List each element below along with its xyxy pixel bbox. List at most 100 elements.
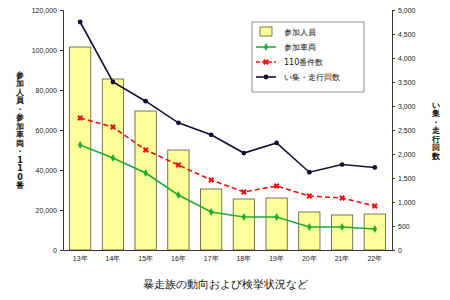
tick-label: 18年: [236, 255, 251, 262]
marker: [242, 213, 247, 221]
tick-label: 80,000: [36, 87, 58, 94]
tick: 5,000: [392, 7, 416, 14]
legend-item: 参加車両: [256, 43, 316, 52]
tick-label: 14年: [106, 255, 121, 262]
marker: [370, 202, 379, 211]
tick-label: 5,000: [398, 7, 416, 14]
axis-line: [60, 11, 64, 251]
tick: 13年: [73, 255, 88, 262]
tick-mark: [392, 82, 395, 83]
tick: 19年: [269, 255, 284, 262]
tick-mark: [392, 10, 395, 11]
chart-title: 暴走族の動向および検挙状況など: [143, 278, 308, 291]
tick: 14年: [106, 255, 121, 262]
tick-label: 20,000: [36, 207, 58, 214]
tick-label: 500: [398, 223, 410, 230]
tick: 60,000: [36, 127, 63, 134]
marker: [111, 154, 116, 162]
marker: [239, 188, 248, 197]
bar: [331, 215, 352, 250]
tick-mark: [392, 58, 395, 59]
tick-label: 21年: [335, 255, 350, 262]
tick: 18年: [236, 255, 251, 262]
tick: 2,500: [392, 127, 416, 134]
legend-marker: [264, 43, 269, 51]
marker: [340, 223, 345, 231]
legend-label: 参加車両: [284, 43, 316, 52]
legend-marker: [264, 75, 269, 80]
y2-axis: 05001,0001,5002,0002,5003,0003,5004,0004…: [392, 7, 416, 254]
marker: [207, 176, 216, 185]
legend-box: [252, 22, 364, 92]
tick-mark: [60, 130, 63, 131]
tick: 20年: [302, 255, 317, 262]
legend-item: 参加人員: [260, 27, 316, 37]
marker: [143, 99, 148, 104]
axis-title: 参加人員・参加車両・110番: [15, 71, 25, 191]
marker: [78, 141, 83, 149]
plot: 020,00040,00060,00080,000100,000120,0000…: [32, 7, 416, 262]
tick: 4,500: [392, 31, 416, 38]
marker: [176, 191, 181, 199]
marker: [143, 169, 148, 177]
tick: 16年: [171, 255, 186, 262]
tick-label: 16年: [171, 255, 186, 262]
tick-label: 22年: [367, 255, 382, 262]
marker: [209, 208, 214, 216]
tick: 80,000: [36, 87, 63, 94]
tick-label: 1,000: [398, 199, 416, 206]
line: [80, 22, 375, 172]
tick-label: 120,000: [32, 7, 57, 14]
tick-mark: [392, 130, 395, 131]
tick: 2,000: [392, 151, 416, 158]
marker: [108, 123, 117, 132]
marker: [78, 20, 83, 25]
tick: 4,000: [392, 55, 416, 62]
marker: [272, 182, 281, 191]
marker: [307, 170, 312, 175]
tick-label: 60,000: [36, 127, 58, 134]
tick: 15年: [138, 255, 153, 262]
tick: 1,500: [392, 175, 416, 182]
tick-label: 15年: [138, 255, 153, 262]
marker: [176, 120, 181, 125]
tick-label: 4,000: [398, 55, 416, 62]
tick-mark: [392, 34, 395, 35]
marker: [241, 151, 246, 156]
line: [80, 118, 375, 206]
bar: [266, 198, 287, 250]
tick-mark: [392, 106, 395, 107]
tick-label: 17年: [204, 255, 219, 262]
marker: [209, 132, 214, 137]
tick-label: 4,500: [398, 31, 416, 38]
marker: [307, 223, 312, 231]
marks: [70, 20, 386, 250]
tick: 0: [392, 247, 402, 254]
legend-item: 110番件数: [256, 58, 323, 67]
tick-label: 0: [398, 247, 402, 254]
tick: 17年: [204, 255, 219, 262]
marker: [338, 194, 347, 203]
tick-mark: [60, 10, 63, 11]
marker: [372, 165, 377, 170]
marker: [274, 213, 279, 221]
line: [80, 145, 375, 229]
tick-mark: [60, 90, 63, 91]
legend-swatch: [260, 27, 272, 36]
marker: [76, 114, 85, 123]
marker: [340, 162, 345, 167]
tick-mark: [392, 154, 395, 155]
tick-label: 13年: [73, 255, 88, 262]
tick: 21年: [335, 255, 350, 262]
axis-line: [64, 250, 393, 251]
tick-mark: [60, 210, 63, 211]
bar: [364, 214, 385, 250]
tick: 500: [392, 223, 410, 230]
marker: [373, 225, 378, 233]
tick-mark: [392, 226, 395, 227]
bar: [200, 189, 221, 250]
tick: 3,500: [392, 79, 416, 86]
legend-marker: [262, 58, 271, 67]
tick-label: 19年: [269, 255, 284, 262]
tick-mark: [392, 202, 395, 203]
